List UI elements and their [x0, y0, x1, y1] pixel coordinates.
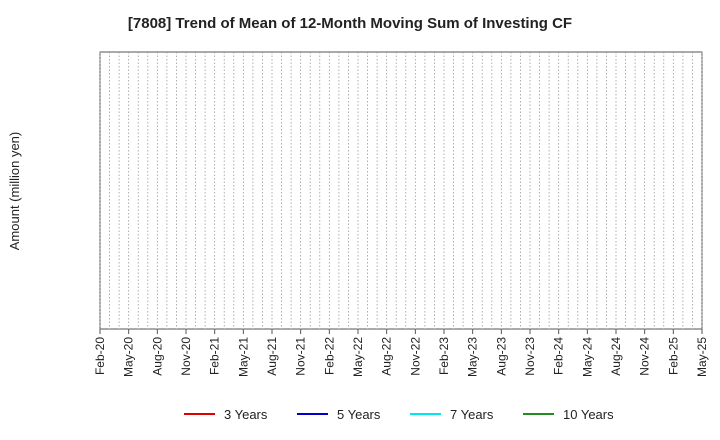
x-tick-label: May-20	[122, 337, 136, 377]
x-tick-label: Feb-22	[322, 337, 336, 375]
x-tick-label: Aug-24	[609, 337, 623, 376]
x-tick-label: May-21	[236, 337, 250, 377]
x-tick-label: Feb-25	[666, 337, 680, 375]
grid-lines	[99, 52, 703, 329]
x-tick-label: Nov-21	[294, 337, 308, 376]
x-tick-label: Feb-24	[552, 337, 566, 375]
x-tick-label: Feb-20	[93, 337, 107, 375]
legend-label: 10 Years	[563, 407, 614, 422]
x-tick-label: Nov-20	[179, 337, 193, 376]
plot-area	[99, 51, 703, 330]
x-tick-label: Aug-21	[265, 337, 279, 376]
legend-label: 7 Years	[450, 407, 494, 422]
x-tick-label: Nov-24	[638, 337, 652, 376]
x-tick-label: May-22	[351, 337, 365, 377]
x-axis-ticks: Feb-20 May-20 Aug-20 Nov-20 Feb-21 May-21 Aug-…	[93, 329, 709, 377]
x-tick-label: Feb-21	[208, 337, 222, 375]
legend: 3 Years 5 Years 7 Years 10 Years	[184, 407, 614, 422]
y-axis-label: Amount (million yen)	[7, 132, 22, 251]
chart-title: [7808] Trend of Mean of 12-Month Moving …	[128, 15, 572, 32]
x-tick-label: May-25	[695, 337, 709, 377]
x-tick-label: Aug-23	[494, 337, 508, 376]
x-tick-label: Feb-23	[437, 337, 451, 375]
x-tick-label: Nov-22	[408, 337, 422, 376]
legend-label: 5 Years	[337, 407, 381, 422]
legend-label: 3 Years	[224, 407, 268, 422]
x-tick-label: May-24	[580, 337, 594, 377]
x-tick-label: Nov-23	[523, 337, 537, 376]
x-tick-label: May-23	[466, 337, 480, 377]
x-tick-label: Aug-20	[150, 337, 164, 376]
x-tick-label: Aug-22	[380, 337, 394, 376]
